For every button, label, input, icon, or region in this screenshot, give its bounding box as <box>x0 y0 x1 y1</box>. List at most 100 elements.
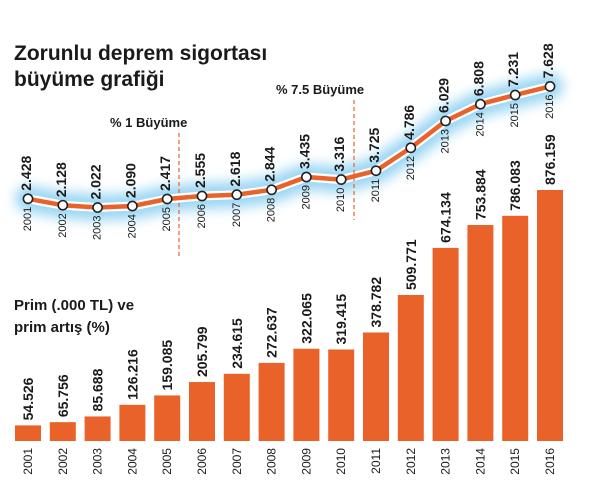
line-point <box>231 189 243 201</box>
line-value-label: 2.555 <box>192 153 208 188</box>
line-point <box>161 193 173 205</box>
bar <box>432 247 459 441</box>
bar <box>397 294 424 441</box>
bar <box>154 395 181 441</box>
line-value-label: 2.090 <box>122 163 138 198</box>
line-point <box>474 98 486 110</box>
bar-value-label: 272.637 <box>264 307 280 358</box>
bar-year-label: 2016 <box>543 448 557 475</box>
chart-title-line2: büyüme grafiği <box>14 68 165 91</box>
line-value-label: 2.428 <box>18 156 34 191</box>
bar-series: 54.526 2001 65.756 2002 85.688 2003 126.216 200… <box>15 134 563 475</box>
line-year-label: 2004 <box>126 214 138 238</box>
line-value-label: 3.725 <box>366 127 382 162</box>
line-value-label: 7.231 <box>505 52 521 87</box>
line-point <box>126 200 138 212</box>
bar <box>84 416 111 441</box>
line-value-label: 6.808 <box>470 61 486 96</box>
line-point <box>196 190 208 202</box>
line-year-label: 2015 <box>509 103 521 127</box>
annotation-2-label: % 7.5 Büyüme <box>276 82 364 97</box>
annotation-1-label: % 1 Büyüme <box>110 115 187 130</box>
bar <box>15 425 41 441</box>
line-value-label: 2.128 <box>53 162 69 197</box>
bar-year-label: 2014 <box>473 448 487 475</box>
bar-value-label: 159.085 <box>159 340 175 391</box>
line-year-label: 2001 <box>22 207 34 231</box>
bar-year-label: 2005 <box>160 448 174 475</box>
bar <box>189 382 215 441</box>
line-year-label: 2007 <box>231 203 243 227</box>
line-point <box>405 142 417 154</box>
series-line <box>25 84 553 210</box>
line-year-label: 2002 <box>57 213 69 237</box>
bar-value-label: 322.065 <box>298 293 314 344</box>
bar-year-label: 2007 <box>230 448 244 475</box>
line-value-label: 7.628 <box>540 43 556 78</box>
line-value-label: 2.022 <box>88 164 104 199</box>
line-year-label: 2009 <box>300 185 312 209</box>
bar-value-label: 378.782 <box>368 277 384 328</box>
line-year-label: 2008 <box>266 198 278 222</box>
bar-value-label: 234.615 <box>229 318 245 369</box>
bar-value-label: 674.134 <box>438 192 454 243</box>
line-year-label: 2003 <box>92 216 104 240</box>
bar <box>502 215 529 441</box>
line-point <box>335 174 347 185</box>
bar-year-label: 2002 <box>56 448 70 475</box>
bar-year-label: 2013 <box>439 448 453 475</box>
bar-value-label: 319.415 <box>333 294 349 345</box>
line-point <box>370 165 382 177</box>
bar-value-label: 126.216 <box>124 349 140 400</box>
bar <box>223 373 250 441</box>
line-point <box>300 171 312 183</box>
line-value-label: 3.316 <box>331 136 347 171</box>
bar-value-label: 786.083 <box>507 160 523 211</box>
bar-year-label: 2010 <box>334 448 348 475</box>
bar-chart-title: Prim (.000 TL) ve <box>14 297 134 314</box>
bar <box>328 349 355 441</box>
bar-year-label: 2012 <box>404 448 418 475</box>
line-point <box>544 81 556 92</box>
bar-year-label: 2003 <box>91 448 105 475</box>
line-year-label: 2005 <box>161 207 173 231</box>
bar <box>258 362 285 441</box>
bar <box>119 404 146 441</box>
bar-value-label: 205.799 <box>194 326 210 377</box>
bar-year-label: 2011 <box>369 448 383 474</box>
bar-value-label: 876.159 <box>542 134 558 185</box>
line-year-label: 2016 <box>544 94 556 118</box>
line-value-label: 6.029 <box>436 78 452 113</box>
bar-year-label: 2001 <box>21 448 35 475</box>
bar <box>293 348 320 441</box>
bar-value-label: 54.526 <box>20 377 36 420</box>
line-point <box>440 115 451 127</box>
line-point <box>266 184 277 196</box>
bar-year-label: 2008 <box>265 448 279 475</box>
line-point <box>57 199 69 211</box>
line-year-label: 2013 <box>440 129 452 153</box>
bar-value-label: 753.884 <box>472 169 488 220</box>
line-year-label: 2012 <box>405 156 417 180</box>
line-value-label: 2.844 <box>262 147 278 182</box>
line-year-label: 2011 <box>370 179 382 203</box>
line-point <box>509 89 521 101</box>
bar-year-label: 2009 <box>299 448 313 475</box>
line-point <box>22 193 34 205</box>
line-point <box>92 202 103 213</box>
bar-value-label: 65.756 <box>55 374 71 417</box>
bar <box>49 422 76 441</box>
line-value-label: 4.786 <box>401 105 417 140</box>
bar <box>363 332 389 441</box>
bar <box>467 225 494 441</box>
bar-year-label: 2006 <box>195 448 209 475</box>
line-series: 2.428 2001 2.128 2002 2.022 2003 2.090 2004 2.41… <box>15 43 563 240</box>
bar-year-label: 2015 <box>508 448 522 475</box>
chart-title-line1: Zorunlu deprem sigortası <box>14 42 267 65</box>
bar-year-label: 2004 <box>125 448 139 475</box>
line-year-label: 2010 <box>335 188 347 212</box>
bar-value-label: 85.688 <box>90 368 106 411</box>
bar-value-label: 509.771 <box>403 239 419 290</box>
line-value-label: 2.417 <box>157 156 173 191</box>
